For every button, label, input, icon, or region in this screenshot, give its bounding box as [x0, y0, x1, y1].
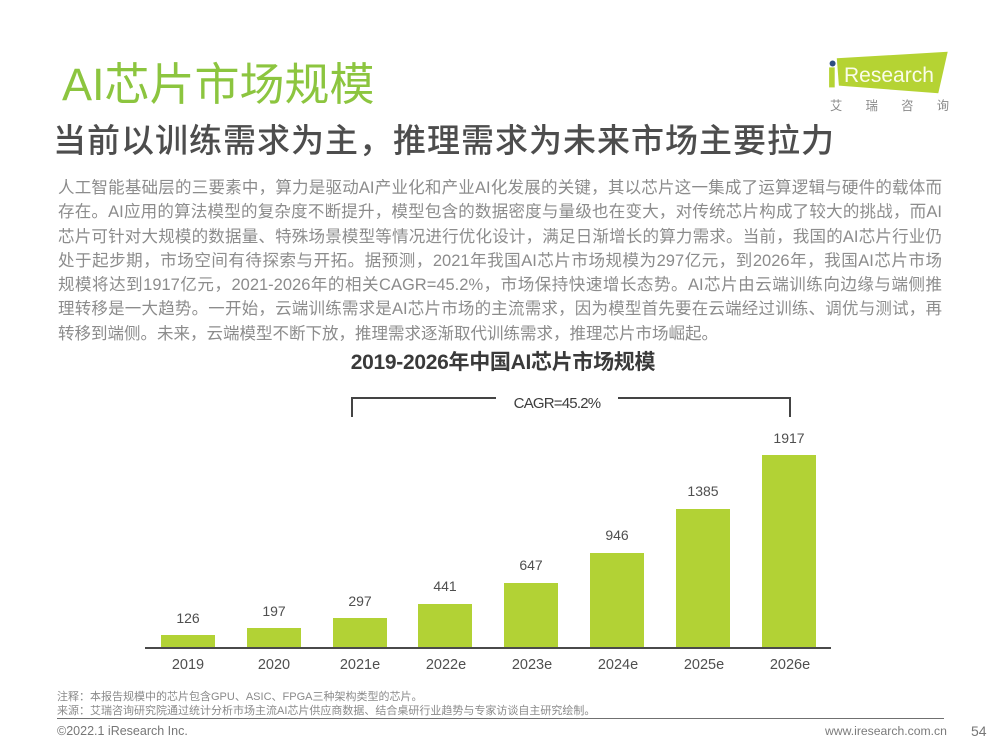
svg-text:Research: Research [844, 64, 934, 87]
